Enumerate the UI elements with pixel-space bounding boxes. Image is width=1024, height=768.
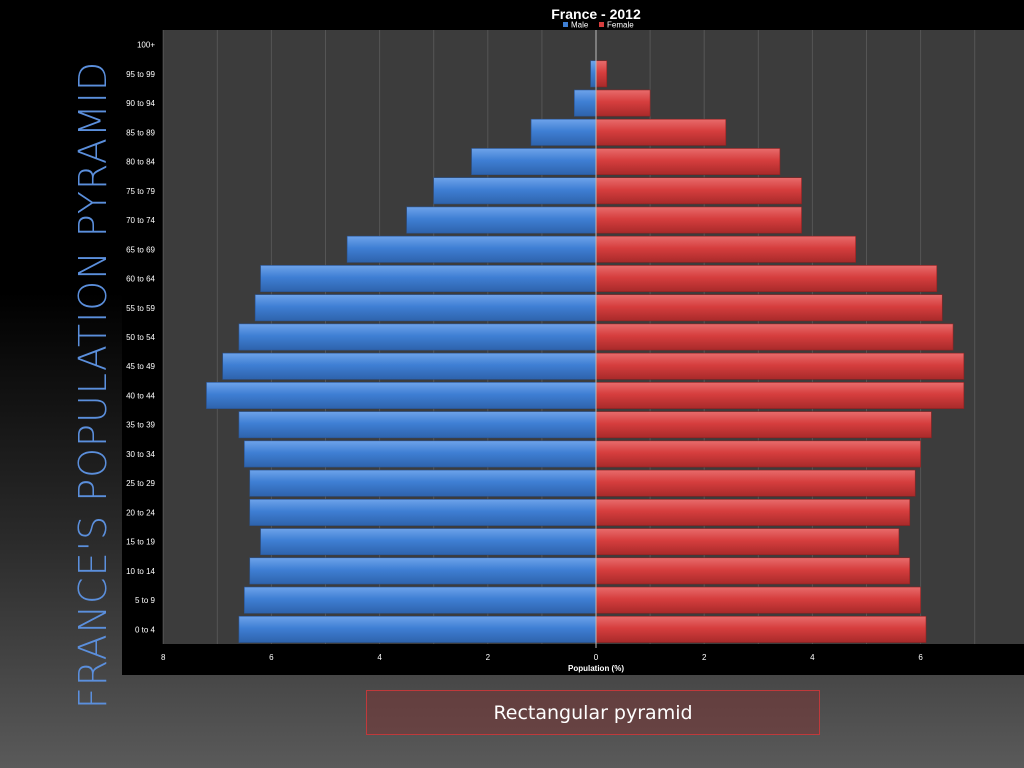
x-tick-label: 2 [486,653,491,662]
x-tick-label: 4 [377,653,382,662]
bar-male-0-to-4 [238,615,597,643]
bar-male-20-to-24 [249,499,597,526]
population-pyramid-chart: 0 to 4 5 to 9 10 to 14 15 to 19 20 to 24 25 t… [126,6,1024,673]
bar-male-15-to-19 [260,528,597,556]
y-tick-label: 85 to 89 [126,128,155,137]
y-tick-label: 25 to 29 [126,479,155,488]
x-tick-label: 8 [161,653,166,662]
bar-female-65-to-69 [595,235,856,263]
y-tick-label: 45 to 49 [126,362,155,371]
legend-label-female: Female [607,21,634,30]
legend-label-male: Male [571,21,589,30]
bar-male-10-to-14 [249,557,597,585]
y-tick-label: 30 to 34 [126,450,155,459]
bar-female-75-to-79 [595,177,802,205]
legend-swatch-female [599,22,604,27]
bar-male-65-to-69 [346,235,597,263]
caption-box: Rectangular pyramid [366,690,820,735]
x-tick-label: 6 [918,653,923,662]
bar-male-80-to-84 [471,148,597,175]
y-tick-label: 65 to 69 [126,245,155,254]
legend: Male Female [563,21,634,30]
y-tick-label: 50 to 54 [126,333,155,342]
slide-title-container: FRANCE'S POPULATION PYRAMID [64,40,122,730]
bar-male-55-to-59 [254,294,597,322]
y-tick-label: 20 to 24 [126,508,155,517]
bar-female-0-to-4 [595,615,927,643]
y-tick-label: 5 to 9 [135,596,156,605]
bar-male-90-to-94 [574,89,597,117]
bar-male-50-to-54 [238,323,597,351]
bar-male-5-to-9 [244,586,597,614]
x-tick-label: 6 [269,653,274,662]
y-tick-label: 55 to 59 [126,304,155,313]
y-tick-label: 75 to 79 [126,187,155,196]
bar-female-70-to-74 [595,206,802,234]
y-tick-label: 70 to 74 [126,216,155,225]
bar-male-45-to-49 [222,352,597,380]
bar-male-35-to-39 [238,411,597,439]
bar-male-40-to-44 [206,382,597,409]
bar-male-30-to-34 [244,440,597,468]
y-tick-label: 60 to 64 [126,275,155,284]
y-tick-label: 90 to 94 [126,99,155,108]
bar-female-5-to-9 [595,586,921,614]
x-tick-label: 2 [702,653,707,662]
x-tick-label: 4 [810,653,815,662]
bar-female-30-to-34 [595,440,921,468]
bars [206,60,965,643]
bar-female-50-to-54 [595,323,954,351]
y-tick-label: 10 to 14 [126,567,155,576]
bar-male-95-to-99 [590,60,597,88]
y-tick-label: 15 to 19 [126,538,155,547]
bar-female-80-to-84 [595,148,781,175]
y-tick-label: 0 to 4 [135,625,156,634]
x-tick-labels: 8 6 4 2 0 2 4 6 [161,653,923,662]
y-tick-label: 95 to 99 [126,70,155,79]
slide-title: FRANCE'S POPULATION PYRAMID [71,60,115,710]
bar-female-25-to-29 [595,469,916,497]
bar-female-40-to-44 [595,382,965,409]
bar-male-85-to-89 [530,118,597,146]
y-tick-label: 40 to 44 [126,391,155,400]
bar-female-60-to-64 [595,265,938,292]
bar-female-90-to-94 [595,89,651,117]
bar-female-35-to-39 [595,411,932,439]
bar-male-60-to-64 [260,265,597,292]
bar-female-45-to-49 [595,352,965,380]
bar-female-95-to-99 [595,60,608,88]
bar-female-20-to-24 [595,499,911,526]
bar-male-70-to-74 [406,206,597,234]
chart-title: France - 2012 [551,6,641,22]
bar-male-75-to-79 [433,177,597,205]
caption-text: Rectangular pyramid [493,701,693,724]
bar-female-10-to-14 [595,557,911,585]
y-tick-label: 80 to 84 [126,158,155,167]
y-tick-label: 35 to 39 [126,421,155,430]
bar-male-25-to-29 [249,469,597,497]
bar-female-55-to-59 [595,294,943,322]
x-tick-label: 0 [594,653,599,662]
bar-female-85-to-89 [595,118,727,146]
bar-female-15-to-19 [595,528,900,556]
x-axis-label: Population (%) [568,664,624,673]
y-tick-label: 100+ [137,41,155,50]
chart-panel: 0 to 4 5 to 9 10 to 14 15 to 19 20 to 24 25 t… [122,0,1024,675]
legend-swatch-male [563,22,568,27]
y-tick-labels: 0 to 4 5 to 9 10 to 14 15 to 19 20 to 24 25 t… [126,41,155,635]
